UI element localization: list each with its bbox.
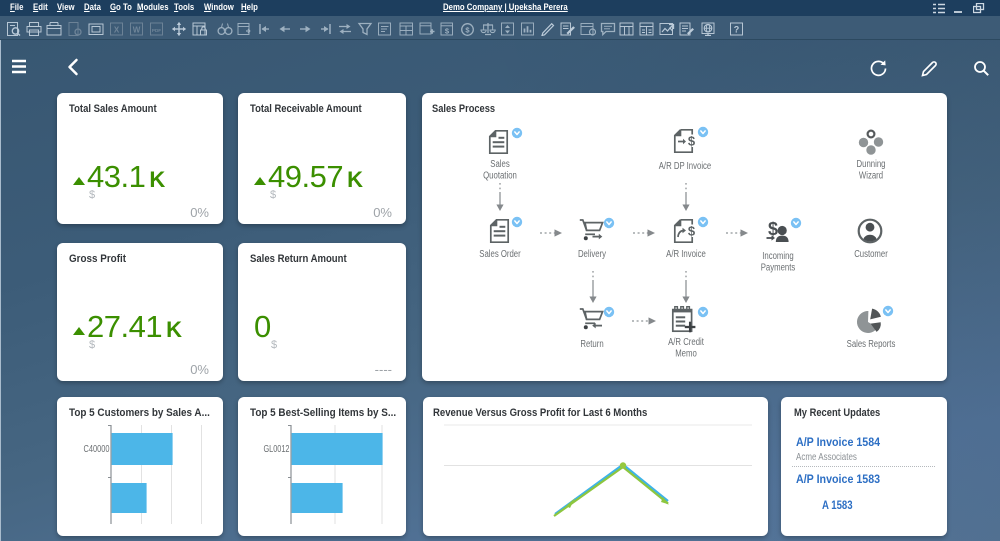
svg-text:$: $ bbox=[688, 224, 696, 239]
svg-text:X: X bbox=[114, 26, 120, 35]
svg-text:$: $ bbox=[465, 25, 470, 34]
svg-text:PDF: PDF bbox=[152, 28, 161, 33]
svg-text:A/R DP Invoice: A/R DP Invoice bbox=[659, 161, 712, 172]
svg-text:Quotation: Quotation bbox=[483, 171, 517, 182]
svg-text:C40000: C40000 bbox=[84, 444, 110, 455]
svg-text:Return: Return bbox=[580, 339, 603, 350]
svg-text:Incoming: Incoming bbox=[762, 251, 794, 262]
svg-text:Dunning: Dunning bbox=[857, 159, 886, 170]
svg-text:A/R Credit: A/R Credit bbox=[668, 337, 704, 348]
svg-text:Sales Reports: Sales Reports bbox=[847, 339, 896, 350]
svg-text:Sales: Sales bbox=[490, 159, 510, 170]
svg-text:A/R Invoice: A/R Invoice bbox=[666, 249, 706, 260]
svg-text:Sales Order: Sales Order bbox=[479, 249, 521, 260]
svg-text:Delivery: Delivery bbox=[578, 249, 606, 260]
svg-text:Payments: Payments bbox=[761, 263, 796, 274]
svg-text:?: ? bbox=[734, 25, 740, 35]
svg-text:Customer: Customer bbox=[854, 249, 888, 260]
svg-text:$: $ bbox=[688, 134, 696, 149]
svg-text:W: W bbox=[133, 26, 141, 35]
svg-text:$: $ bbox=[445, 27, 450, 36]
svg-text:GL0012: GL0012 bbox=[264, 444, 290, 455]
svg-text:$: $ bbox=[768, 219, 778, 239]
svg-text:Memo: Memo bbox=[675, 349, 697, 360]
svg-text:Wizard: Wizard bbox=[859, 171, 883, 182]
